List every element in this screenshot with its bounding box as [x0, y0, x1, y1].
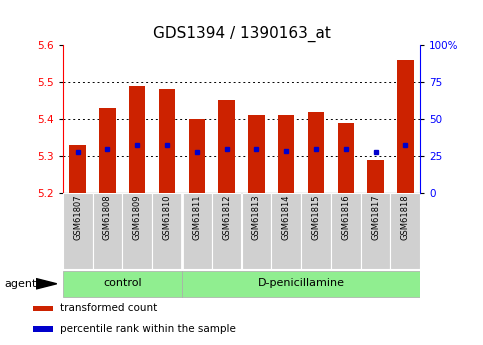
Bar — [63, 193, 93, 269]
Text: agent: agent — [5, 279, 37, 289]
Bar — [159, 89, 175, 193]
Bar — [122, 193, 152, 269]
Bar — [93, 193, 122, 269]
Bar — [212, 193, 242, 269]
Bar — [308, 112, 324, 193]
Title: GDS1394 / 1390163_at: GDS1394 / 1390163_at — [153, 26, 330, 42]
Text: D-penicillamine: D-penicillamine — [257, 278, 344, 288]
Bar — [368, 160, 384, 193]
Bar — [397, 60, 413, 193]
Bar — [152, 193, 182, 269]
Text: percentile rank within the sample: percentile rank within the sample — [60, 324, 236, 334]
Bar — [218, 100, 235, 193]
Bar — [189, 119, 205, 193]
Bar — [338, 123, 354, 193]
Text: GSM61812: GSM61812 — [222, 195, 231, 240]
Text: GSM61817: GSM61817 — [371, 195, 380, 240]
Text: GSM61811: GSM61811 — [192, 195, 201, 240]
Bar — [99, 108, 115, 193]
Bar — [129, 86, 145, 193]
Bar — [301, 193, 331, 269]
Bar — [63, 270, 182, 297]
Text: control: control — [103, 278, 142, 288]
Bar — [248, 115, 265, 193]
Text: GSM61814: GSM61814 — [282, 195, 291, 240]
Text: GSM61818: GSM61818 — [401, 195, 410, 240]
Text: GSM61809: GSM61809 — [133, 195, 142, 240]
Polygon shape — [36, 279, 57, 289]
Bar — [242, 193, 271, 269]
Text: GSM61807: GSM61807 — [73, 195, 82, 240]
Text: GSM61816: GSM61816 — [341, 195, 350, 240]
Text: GSM61808: GSM61808 — [103, 195, 112, 240]
Text: transformed count: transformed count — [60, 303, 157, 313]
Bar — [33, 306, 53, 311]
Bar — [182, 270, 420, 297]
Bar — [33, 326, 53, 332]
Bar — [390, 193, 420, 269]
Bar — [182, 193, 212, 269]
Bar — [271, 193, 301, 269]
Text: GSM61815: GSM61815 — [312, 195, 320, 240]
Bar — [331, 193, 361, 269]
Bar — [278, 115, 294, 193]
Text: GSM61810: GSM61810 — [163, 195, 171, 240]
Bar — [70, 145, 86, 193]
Text: GSM61813: GSM61813 — [252, 195, 261, 240]
Bar — [361, 193, 390, 269]
